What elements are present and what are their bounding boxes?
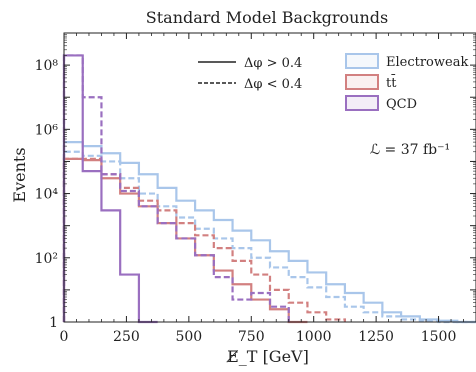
x-tick-label: 1000: [296, 329, 332, 345]
x-tick-label: 1250: [358, 329, 394, 345]
legend-swatch: [345, 74, 379, 90]
legend-entry-label: tt̄: [386, 74, 397, 91]
x-tick-label: 1500: [421, 329, 457, 345]
y-tick-label: 10²: [35, 251, 58, 267]
legend-entry-label: Electroweak: [386, 55, 468, 70]
series-solid-0: [62, 141, 476, 324]
x-tick-label: 250: [113, 329, 140, 345]
axes-layer: 0 250 500 750 1000 1250 1500 1 10² 10⁴ 10⁶ 10⁸: [35, 32, 476, 345]
x-axis-label: E̸_T [GeV]: [226, 347, 309, 366]
plot-frame: [63, 32, 476, 323]
series-layer: [62, 54, 476, 324]
legend-swatch: [345, 53, 379, 69]
y-tick-label: 10⁴: [35, 187, 59, 203]
y-tick-label: 10⁶: [35, 122, 59, 138]
legend-linestyle-label: Δφ < 0.4: [244, 77, 302, 92]
y-axis-label: Events: [10, 147, 29, 202]
y-tick-label: 1: [49, 315, 58, 331]
series-dashed-5: [62, 54, 290, 322]
x-tick-label: 0: [60, 329, 69, 345]
legend-swatch: [345, 95, 379, 111]
y-tick-label: 10⁸: [35, 58, 59, 74]
x-tick-label: 500: [175, 329, 202, 345]
legend-entry-label: QCD: [386, 97, 417, 112]
legend: Δφ > 0.4 Δφ < 0.4 Electroweak tt̄ QCD: [198, 53, 468, 112]
x-tick-label: 750: [238, 329, 265, 345]
luminosity-annotation: ℒ = 37 fb⁻¹: [370, 142, 450, 158]
legend-linestyle-label: Δφ > 0.4: [244, 56, 302, 71]
chart-title: Standard Model Backgrounds: [146, 8, 388, 27]
series-dashed-1: [62, 150, 476, 324]
